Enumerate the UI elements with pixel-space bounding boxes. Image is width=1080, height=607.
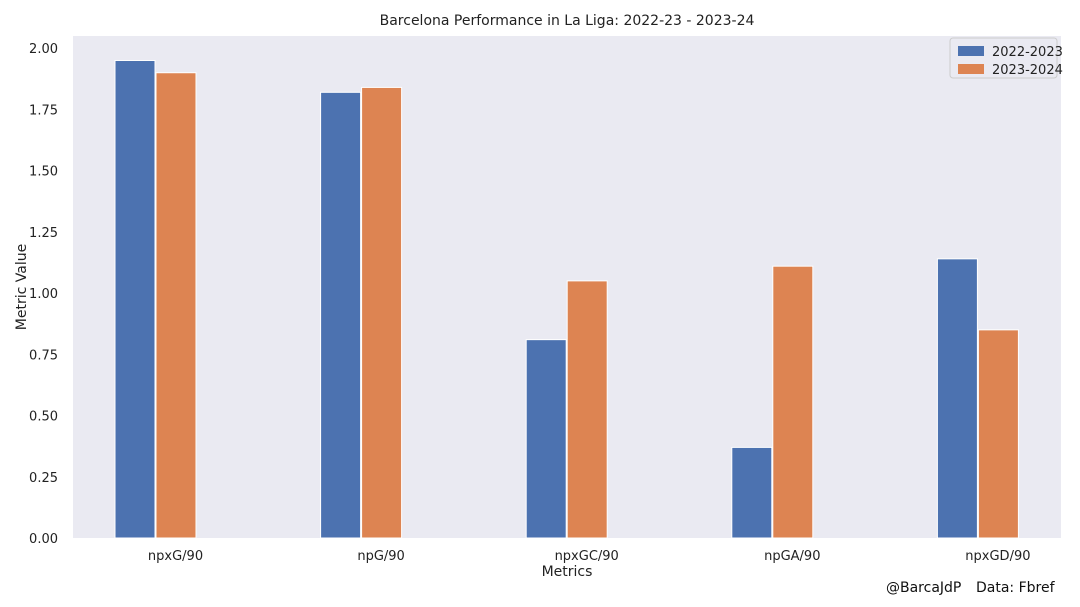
y-tick-label: 0.00 — [29, 532, 58, 547]
bar-2023-2024-npxG/90 — [155, 72, 197, 539]
y-tick-label: 1.25 — [29, 226, 58, 241]
y-tick-label: 1.00 — [29, 287, 58, 302]
bar-2023-2024-npxGD/90 — [977, 329, 1019, 539]
x-axis-label: Metrics — [542, 564, 593, 580]
y-tick-label: 1.50 — [29, 165, 58, 180]
bar-2022-2023-npxG/90 — [114, 59, 156, 539]
bar-2022-2023-npGA/90 — [731, 446, 773, 539]
bar-2023-2024-npxGC/90 — [566, 280, 608, 539]
x-tick-label: npxGD/90 — [965, 549, 1030, 564]
y-tick-label: 2.00 — [29, 42, 58, 57]
y-axis-label: Metric Value — [14, 244, 30, 330]
y-axis-ticks: 0.00 0.25 0.50 0.75 1.00 1.25 1.50 1.75 2.00 — [29, 42, 58, 547]
legend-label: 2022-2023 — [992, 45, 1063, 60]
x-tick-label: npG/90 — [357, 549, 405, 564]
footer-source: Data: Fbref — [976, 580, 1055, 596]
x-tick-label: npxGC/90 — [555, 549, 619, 564]
bar-2023-2024-npGA/90 — [772, 265, 814, 539]
bars-group — [114, 59, 1019, 539]
x-axis-ticks: npxG/90 npG/90 npxGC/90 npGA/90 npxGD/90 — [148, 549, 1031, 564]
bar-2022-2023-npG/90 — [320, 91, 362, 539]
y-tick-label: 0.50 — [29, 410, 58, 425]
bar-2022-2023-npxGD/90 — [936, 258, 978, 539]
legend-label: 2023-2024 — [992, 63, 1063, 78]
y-tick-label: 0.25 — [29, 471, 58, 486]
chart-title: Barcelona Performance in La Liga: 2022-2… — [380, 13, 755, 29]
legend-swatch — [958, 64, 984, 74]
bar-2023-2024-npG/90 — [361, 86, 403, 539]
y-tick-label: 0.75 — [29, 348, 58, 363]
x-tick-label: npxG/90 — [148, 549, 203, 564]
y-tick-label: 1.75 — [29, 103, 58, 118]
footer-handle: @BarcaJdP — [886, 580, 962, 596]
x-tick-label: npGA/90 — [764, 549, 820, 564]
legend: 2022-2023 2023-2024 — [949, 37, 1063, 79]
legend-swatch — [958, 46, 984, 56]
bar-2022-2023-npxGC/90 — [525, 339, 567, 539]
